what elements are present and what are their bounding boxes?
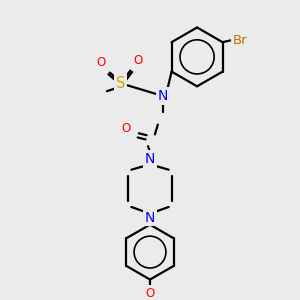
Text: O: O: [134, 54, 143, 67]
Text: N: N: [158, 89, 168, 103]
Text: O: O: [96, 56, 106, 69]
Text: N: N: [145, 211, 155, 225]
Text: N: N: [145, 152, 155, 166]
Text: S: S: [116, 76, 125, 91]
Text: Br: Br: [233, 34, 248, 47]
Text: O: O: [122, 122, 131, 135]
Text: O: O: [146, 287, 154, 300]
